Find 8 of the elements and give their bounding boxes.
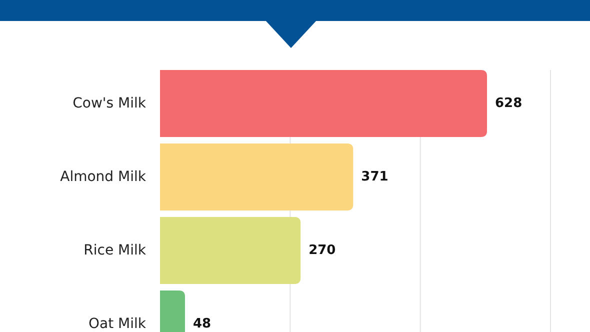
data-label: 371 <box>361 170 388 185</box>
y-tick-label: Almond Milk <box>60 168 147 185</box>
data-label: 270 <box>308 243 336 258</box>
y-tick-label: Oat Milk <box>88 316 147 332</box>
data-label: 628 <box>495 96 522 112</box>
y-tick-label: Rice Milk <box>84 242 147 258</box>
y-tick-label: Cow's Milk <box>72 95 147 112</box>
data-label: 48 <box>192 316 212 332</box>
